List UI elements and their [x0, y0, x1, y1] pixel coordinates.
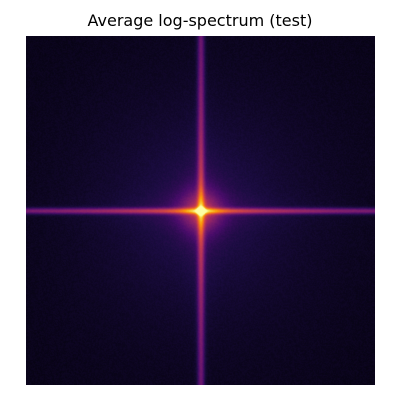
log-spectrum-heatmap [26, 36, 375, 385]
chart-title: Average log-spectrum (test) [87, 11, 313, 30]
